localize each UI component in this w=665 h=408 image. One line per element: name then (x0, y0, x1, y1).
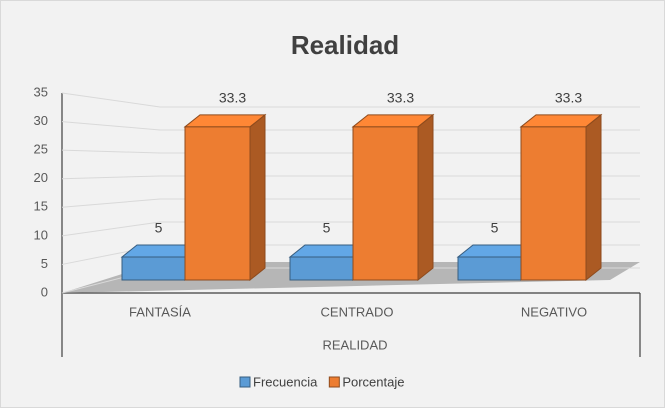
bar (351, 113, 435, 282)
x-tick-label: CENTRADO (321, 304, 394, 319)
grid-line (61, 121, 640, 131)
grid-line (61, 92, 640, 108)
data-label: 33.3 (555, 90, 582, 106)
y-tick-label: 10 (34, 227, 48, 242)
bar-side (249, 113, 266, 282)
data-label: 33.3 (219, 90, 246, 106)
bar-front (121, 256, 186, 281)
bar-front (184, 126, 251, 281)
bar-front (352, 126, 419, 281)
bar-top (519, 114, 603, 128)
bar (519, 113, 603, 282)
bar-side (585, 113, 602, 282)
legend-swatch (328, 376, 340, 388)
grid-line (61, 221, 640, 237)
bar (183, 113, 267, 282)
x-tick-label: FANTASÍA (129, 304, 191, 319)
data-label: 5 (491, 220, 499, 236)
grid-line (61, 149, 640, 154)
y-tick-label: 25 (34, 142, 48, 157)
x-axis-label: REALIDAD (322, 337, 387, 352)
x-tick-label: NEGATIVO (521, 304, 587, 319)
y-tick-label: 35 (34, 84, 48, 99)
grid-line (61, 175, 640, 180)
bar-front (520, 126, 587, 281)
data-label: 5 (323, 220, 331, 236)
y-tick-label: 30 (34, 113, 48, 128)
y-tick-label: 5 (41, 256, 48, 271)
bar-side (417, 113, 434, 282)
bar-top (183, 114, 267, 128)
legend-label: Porcentaje (342, 374, 404, 389)
bar-front (289, 256, 354, 281)
bar-top (351, 114, 435, 128)
y-tick-label: 0 (41, 284, 48, 299)
legend-swatch (239, 376, 251, 388)
grid-line (61, 198, 640, 208)
legend-label: Frecuencia (253, 374, 318, 389)
y-tick-label: 20 (34, 170, 48, 185)
chart-title: Realidad (291, 30, 399, 60)
data-label: 5 (155, 220, 163, 236)
y-tick-label: 15 (34, 199, 48, 214)
data-label: 33.3 (387, 90, 414, 106)
bar-front (457, 256, 522, 281)
